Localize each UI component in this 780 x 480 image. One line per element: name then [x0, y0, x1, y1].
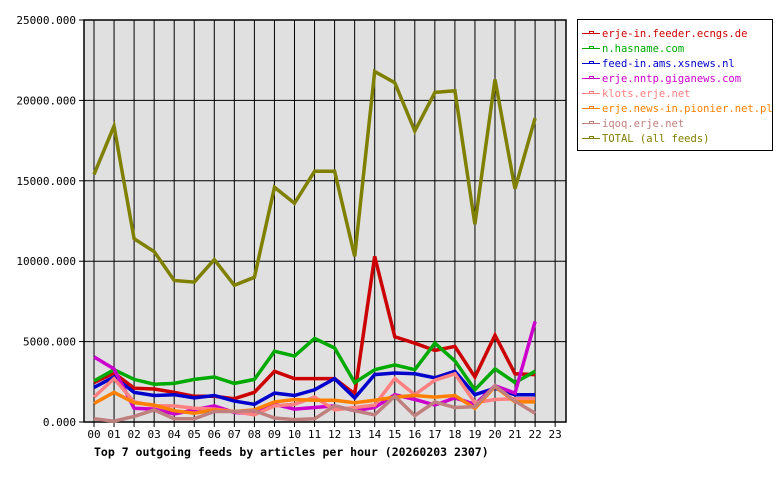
x-tick-label: 08 [248, 428, 261, 441]
y-tick-label: 20000.000 [16, 94, 76, 107]
x-tick-label: 01 [107, 428, 120, 441]
x-tick-label: 21 [508, 428, 521, 441]
legend-label: feed-in.ams.xsnews.nl [602, 57, 735, 70]
x-tick-label: 05 [188, 428, 201, 441]
legend-line-marker-icon [582, 135, 600, 143]
y-tick-label: 10000.000 [16, 255, 76, 268]
legend-label: erje.news-in.pionier.net.pl [602, 102, 773, 115]
y-tick-label: 5000.000 [23, 336, 76, 349]
x-tick-label: 02 [127, 428, 140, 441]
x-tick-label: 19 [468, 428, 481, 441]
legend-item: iqoq.erje.net [582, 116, 772, 131]
x-tick-label: 10 [288, 428, 301, 441]
legend-item: erje.nntp.giganews.com [582, 71, 772, 86]
y-tick-label: 25000.000 [16, 14, 76, 27]
x-tick-label: 03 [148, 428, 161, 441]
series-line-4 [92, 371, 536, 417]
legend: erje-in.feeder.ecngs.de n.hasname.com feed… [577, 19, 773, 151]
y-tick-label: 15000.000 [16, 175, 76, 188]
x-tick-label: 23 [549, 428, 562, 441]
legend-line-marker-icon [582, 75, 600, 83]
legend-label: iqoq.erje.net [602, 117, 685, 130]
x-tick-label: 18 [448, 428, 461, 441]
series-line-0 [93, 255, 536, 401]
x-tick-label: 06 [208, 428, 221, 441]
legend-item: n.hasname.com [582, 41, 772, 56]
x-tick-label: 00 [87, 428, 100, 441]
legend-line-marker-icon [582, 120, 600, 128]
legend-item: feed-in.ams.xsnews.nl [582, 56, 772, 71]
legend-item: erje.news-in.pionier.net.pl [582, 101, 773, 116]
x-axis-ticks: 00 01 02 03 04 05 06 07 08 09 10 11 12 13 14 15 16 17 18 19… [87, 422, 562, 441]
x-tick-label: 13 [348, 428, 361, 441]
legend-item: TOTAL (all feeds) [582, 131, 772, 146]
y-axis-ticks: 0.000 5000.000 10000.000 15000.000 20000.000… [16, 14, 84, 429]
series-line-6 [93, 383, 537, 423]
x-tick-label: 12 [328, 428, 341, 441]
legend-label: klots.erje.net [602, 87, 691, 100]
series-line-7 [92, 68, 537, 288]
x-tick-label: 16 [408, 428, 421, 441]
x-tick-label: 17 [428, 428, 441, 441]
legend-label: erje.nntp.giganews.com [602, 72, 742, 85]
x-tick-label: 04 [168, 428, 182, 441]
legend-line-marker-icon [582, 45, 600, 53]
legend-line-marker-icon [582, 60, 600, 68]
x-tick-label: 11 [308, 428, 321, 441]
legend-item: klots.erje.net [582, 86, 772, 101]
legend-item: erje-in.feeder.ecngs.de [582, 26, 772, 41]
legend-line-marker-icon [582, 90, 600, 98]
x-tick-label: 22 [528, 428, 541, 441]
x-tick-label: 14 [368, 428, 382, 441]
grid-lines [84, 20, 566, 422]
x-tick-label: 09 [268, 428, 281, 441]
series-line-1 [93, 336, 536, 393]
legend-label: erje-in.feeder.ecngs.de [602, 27, 748, 40]
chart-title: Top 7 outgoing feeds by articles per hou… [94, 445, 489, 459]
x-tick-label: 15 [388, 428, 401, 441]
legend-line-marker-icon [582, 105, 600, 113]
legend-label: n.hasname.com [602, 42, 685, 55]
legend-line-marker-icon [582, 30, 600, 38]
series-line-2 [93, 369, 536, 407]
series-line-5 [93, 384, 536, 415]
series-lines [92, 68, 537, 423]
x-tick-label: 07 [228, 428, 241, 441]
x-tick-label: 20 [488, 428, 501, 441]
legend-label: TOTAL (all feeds) [602, 132, 710, 145]
y-tick-label: 0.000 [43, 416, 76, 429]
